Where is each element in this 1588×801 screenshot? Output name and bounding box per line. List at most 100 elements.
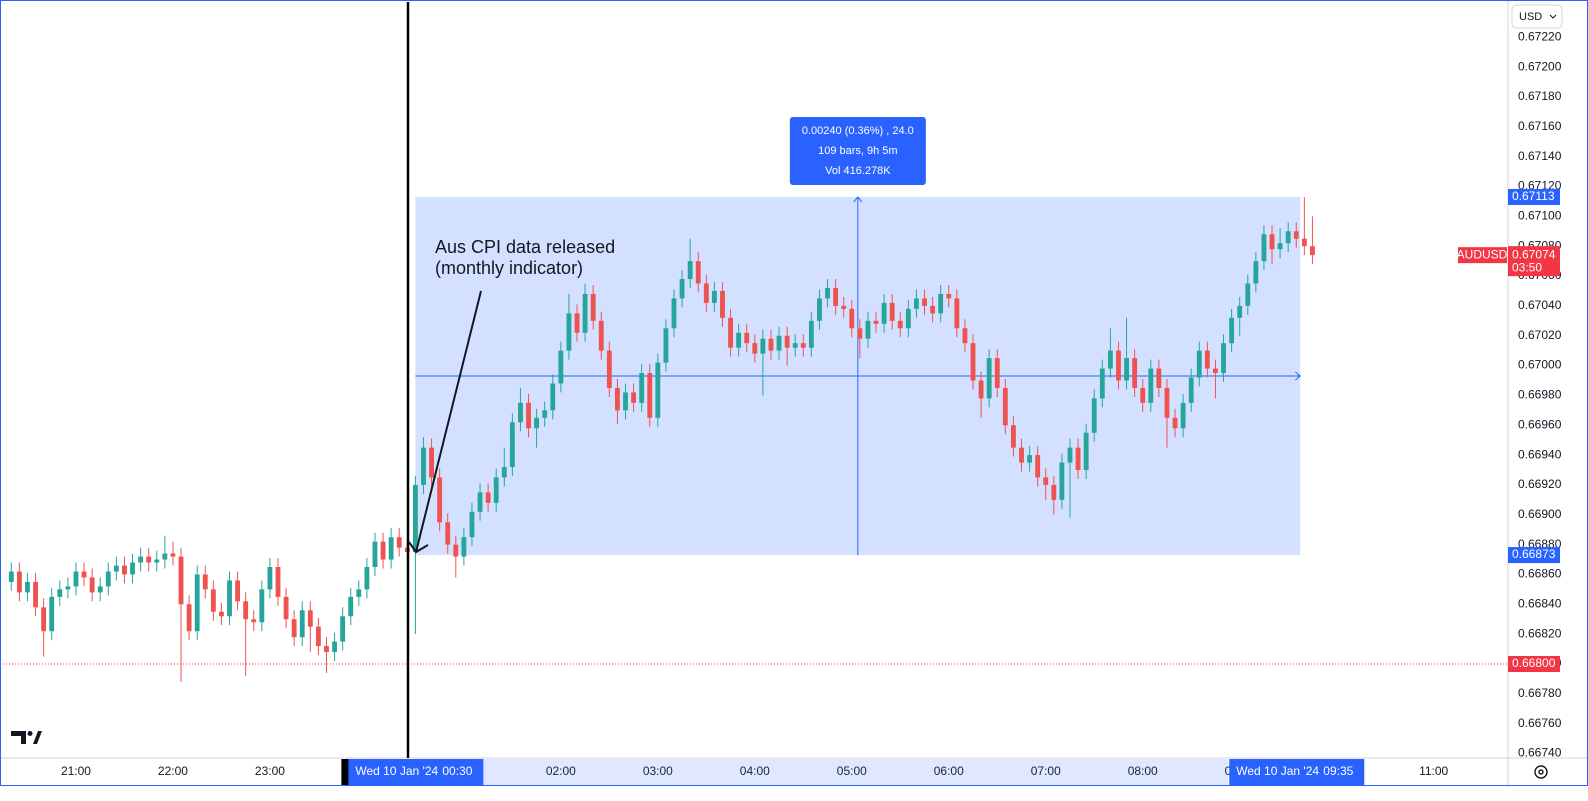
currency-label[interactable]: USD xyxy=(1519,11,1542,23)
candle-body xyxy=(1148,368,1154,403)
candle-body xyxy=(606,350,612,388)
candle-body xyxy=(130,562,135,575)
candle-body xyxy=(590,293,596,321)
candle-body xyxy=(954,298,960,329)
candle-body xyxy=(841,305,847,309)
candle-body xyxy=(1156,368,1162,388)
candle-body xyxy=(728,317,733,348)
y-tick-label: 0.67160 xyxy=(1518,119,1562,133)
candle-body xyxy=(574,313,580,333)
candle-body xyxy=(978,380,984,399)
measure-label: 109 bars, 9h 5m xyxy=(818,145,898,157)
crosshair-date: Wed 10 Jan '24 xyxy=(355,764,438,778)
candle-body xyxy=(760,338,766,354)
candle-body xyxy=(89,577,95,593)
crosshair-time: 09:35 xyxy=(1323,764,1353,778)
candle-body xyxy=(227,580,232,617)
plot-area: 0.00240 (0.36%) , 24.0 109 bars, 9h 5m Vol… xyxy=(0,116,1508,682)
symbol-label: AUDUSD xyxy=(1457,247,1508,261)
candle-body xyxy=(695,261,701,284)
y-tick-label: 0.66920 xyxy=(1518,477,1562,491)
y-tick-label: 0.67140 xyxy=(1518,149,1562,163)
candle-body xyxy=(542,410,548,418)
candle-body xyxy=(340,616,346,642)
candle-body xyxy=(784,335,790,348)
measure-low-label: 0.66873 xyxy=(1512,547,1556,561)
annotation-text: Aus CPI data released xyxy=(435,237,615,257)
candle-body xyxy=(332,641,337,653)
alert-line-label-box xyxy=(1508,655,1560,672)
candle-body xyxy=(219,611,224,617)
price-axis: 0.66740 0.66760 0.66780 0.66800 0.66820 0.668… xyxy=(1508,29,1562,760)
candle-body xyxy=(905,308,911,329)
y-tick-label: 0.66760 xyxy=(1518,716,1562,730)
y-tick-label: 0.66960 xyxy=(1518,417,1562,431)
candle-body xyxy=(800,343,806,348)
crosshair-date: Wed 10 Jan '24 xyxy=(1236,764,1319,778)
settings-button[interactable] xyxy=(1534,765,1548,779)
y-tick-label: 0.66980 xyxy=(1518,388,1562,402)
y-tick-label: 0.67180 xyxy=(1518,89,1562,103)
candle-body xyxy=(873,320,879,324)
time-range-highlight xyxy=(483,759,1229,785)
y-tick-label: 0.66860 xyxy=(1518,567,1562,581)
candle-body xyxy=(792,343,798,348)
candle-body xyxy=(1285,231,1291,244)
candle-body xyxy=(897,320,903,329)
x-tick-label: 11:00 xyxy=(1419,764,1448,778)
x-tick-label: 06:00 xyxy=(934,764,964,778)
candle-body xyxy=(235,580,241,602)
candle-body xyxy=(614,387,620,411)
candle-body xyxy=(1188,377,1194,403)
candle-body xyxy=(275,567,281,597)
candle-body xyxy=(138,556,144,563)
candle-body xyxy=(429,447,434,478)
y-tick-label: 0.66780 xyxy=(1518,686,1562,700)
candle-body xyxy=(194,574,200,632)
measure-low-label-box xyxy=(1508,547,1560,564)
candle-body xyxy=(1116,350,1121,381)
candle-body xyxy=(671,298,677,329)
y-tick-label: 0.67200 xyxy=(1518,59,1562,73)
candle-body xyxy=(81,571,87,578)
candle-body xyxy=(663,328,669,363)
candle-body xyxy=(364,567,370,590)
candle-body xyxy=(768,338,774,351)
candle-body xyxy=(186,604,192,632)
candle-body xyxy=(1059,462,1065,500)
candle-body xyxy=(1002,387,1008,426)
candle-body xyxy=(865,320,871,339)
candle-body xyxy=(1253,261,1259,284)
candle-body xyxy=(1132,358,1138,388)
crosshair-label-box xyxy=(1229,759,1365,785)
x-tick-label: 02:00 xyxy=(546,764,576,778)
candle-body xyxy=(1277,243,1283,250)
candle-body xyxy=(445,522,451,545)
measure-label: 0.00240 (0.36%) , 24.0 xyxy=(802,125,914,137)
candle-body xyxy=(1027,455,1033,463)
candle-body xyxy=(518,402,523,423)
candle-body xyxy=(170,553,176,557)
candle-body xyxy=(1075,447,1081,471)
alert-line-label: 0.66800 xyxy=(1512,656,1556,670)
symbol-label-box xyxy=(1458,247,1507,264)
candle-body xyxy=(49,596,55,632)
candle-body xyxy=(1051,484,1057,500)
candle-body xyxy=(97,586,103,593)
candle-body xyxy=(720,290,725,318)
currency-button[interactable] xyxy=(1511,4,1563,29)
candle-body xyxy=(8,571,14,582)
y-tick-label: 0.67040 xyxy=(1518,298,1562,312)
candle-body xyxy=(703,283,709,303)
candle-body xyxy=(1164,387,1170,418)
currency-caret[interactable] xyxy=(1549,14,1557,19)
candle-body xyxy=(1245,283,1251,306)
candle-body xyxy=(315,626,321,647)
candle-body xyxy=(752,343,758,354)
candle-body xyxy=(33,581,38,608)
candle-body xyxy=(1107,350,1113,369)
candle-body xyxy=(1269,234,1275,250)
candle-body xyxy=(808,320,814,348)
